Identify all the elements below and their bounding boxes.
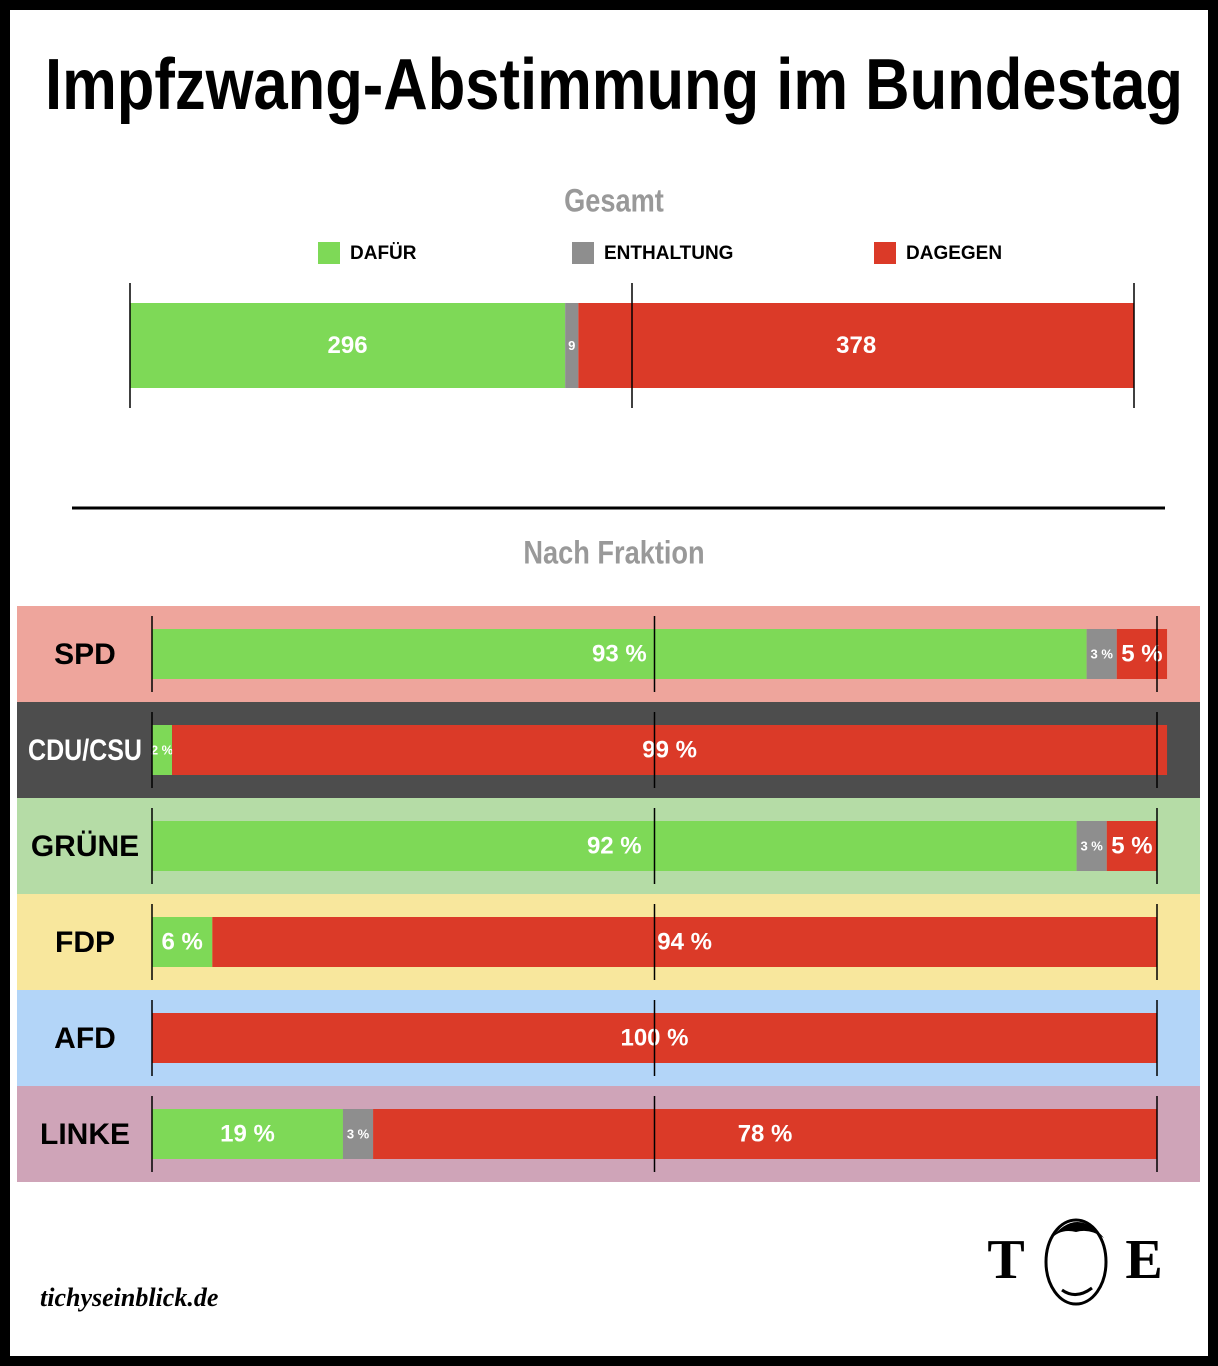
source: tichyseinblick.de — [40, 1283, 218, 1312]
logo-letter: T — [987, 1229, 1024, 1291]
value-label: 5 % — [1121, 640, 1162, 667]
value-label: 378 — [836, 332, 876, 359]
category-label: AFD — [54, 1022, 116, 1055]
category-label: CDU/CSU — [28, 734, 142, 767]
chart-subtitle: Gesamt — [564, 183, 664, 219]
bar-segment — [565, 303, 579, 388]
value-label: 296 — [328, 332, 368, 359]
value-label: 19 % — [220, 1120, 275, 1147]
bar-segment — [152, 821, 1077, 871]
bar-segment — [342, 1109, 374, 1159]
legend-label: DAGEGEN — [906, 243, 1002, 264]
bar-segment — [578, 303, 1134, 388]
value-label: 2 % — [151, 742, 174, 757]
bar-segment — [172, 725, 1168, 775]
value-label: 3 % — [347, 1126, 370, 1141]
legend-label: ENTHALTUNG — [604, 243, 733, 264]
bar-segment — [130, 303, 566, 388]
value-label: 99 % — [642, 736, 697, 763]
value-label: 3 % — [1080, 838, 1103, 853]
value-label: 9 — [568, 338, 575, 353]
value-label: 78 % — [738, 1120, 793, 1147]
value-label: 6 % — [161, 928, 202, 955]
logo-letter: E — [1125, 1229, 1162, 1291]
category-label: LINKE — [40, 1118, 130, 1151]
category-label: FDP — [55, 926, 115, 959]
bar-segment — [1106, 821, 1157, 871]
value-label: 3 % — [1091, 646, 1114, 661]
bar-segment — [152, 725, 173, 775]
legend-swatch — [874, 242, 896, 264]
value-label: 5 % — [1111, 832, 1152, 859]
bar-segment — [212, 917, 1158, 967]
bar-segment — [1086, 629, 1117, 679]
value-label: 94 % — [657, 928, 712, 955]
category-label: GRÜNE — [31, 830, 139, 863]
chart-subtitle: Nach Fraktion — [523, 535, 704, 571]
value-label: 93 % — [592, 640, 647, 667]
legend-swatch — [572, 242, 594, 264]
bar-segment — [1116, 629, 1168, 679]
legend-label: DAFÜR — [350, 243, 417, 264]
page-title: Impfzwang-Abstimmung im Bundestag — [45, 45, 1183, 125]
bar-segment — [1076, 821, 1107, 871]
category-label: SPD — [54, 638, 116, 671]
bar-segment — [152, 1109, 343, 1159]
value-label: 92 % — [587, 832, 642, 859]
bar-segment — [152, 917, 213, 967]
legend-swatch — [318, 242, 340, 264]
bar-segment — [373, 1109, 1158, 1159]
bar-segment — [152, 629, 1087, 679]
logo-head — [1044, 1218, 1108, 1306]
